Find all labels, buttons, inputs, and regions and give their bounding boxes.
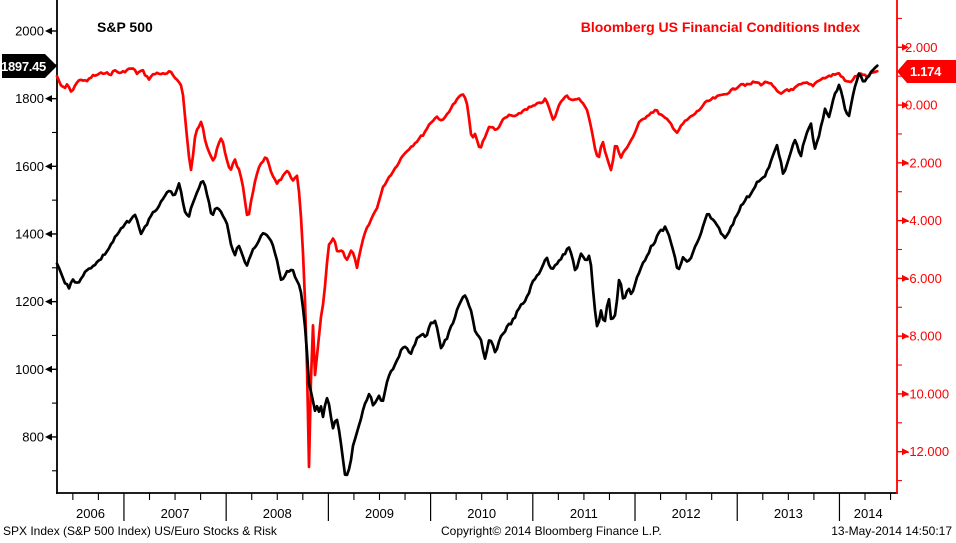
sp500-last-value-badge: 1897.45 xyxy=(2,54,57,78)
left-tick-arrow-icon xyxy=(45,27,52,35)
x-axis-year-label: 2014 xyxy=(854,506,883,521)
sp500-last-value: 1897.45 xyxy=(1,58,46,74)
bfci-line xyxy=(55,67,879,469)
x-axis-year-label: 2008 xyxy=(263,506,292,521)
right-tick-arrow-icon xyxy=(902,101,909,109)
bfci-last-value-badge: 1.174 xyxy=(897,60,956,83)
right-axis-tick-label: 2.000 xyxy=(905,40,938,55)
left-tick-arrow-icon xyxy=(45,162,52,170)
left-axis-tick-label: 800 xyxy=(22,429,44,444)
right-axis-tick-label: -10.000 xyxy=(905,386,949,401)
sp500-line xyxy=(55,64,879,477)
right-axis-tick-label: -12.000 xyxy=(905,444,949,459)
bfci-last-value: 1.174 xyxy=(910,64,942,79)
left-tick-arrow-icon xyxy=(45,95,52,103)
right-axis-tick-label: 0.000 xyxy=(905,98,938,113)
left-tick-arrow-icon xyxy=(45,433,52,441)
footer-copyright: Copyright© 2014 Bloomberg Finance L.P. xyxy=(441,524,662,538)
footer-timestamp: 13-May-2014 14:50:17 xyxy=(831,524,952,538)
right-axis-tick-label: -4.000 xyxy=(905,213,942,228)
x-axis-year-label: 2010 xyxy=(467,506,496,521)
right-axis-tick-label: -2.000 xyxy=(905,155,942,170)
footer-ticker-description: SPX Index (S&P 500 Index) US/Euro Stocks… xyxy=(3,524,277,538)
right-axis-tick-label: -8.000 xyxy=(905,329,942,344)
right-tick-arrow-icon xyxy=(902,390,909,398)
bfci-title: Bloomberg US Financial Conditions Index xyxy=(580,19,860,35)
right-tick-arrow-icon xyxy=(902,448,909,456)
left-tick-arrow-icon xyxy=(45,230,52,238)
x-axis-year-label: 2006 xyxy=(76,506,105,521)
left-axis-tick-label: 1800 xyxy=(15,91,44,106)
left-axis-tick-label: 1000 xyxy=(15,362,44,377)
x-axis-year-label: 2011 xyxy=(570,506,598,521)
left-tick-arrow-icon xyxy=(45,298,52,306)
left-axis-tick-label: 1600 xyxy=(15,159,44,174)
x-axis-year-label: 2012 xyxy=(672,506,701,521)
right-axis-tick-label: -6.000 xyxy=(905,271,942,286)
right-tick-arrow-icon xyxy=(902,332,909,340)
left-axis-tick-label: 1200 xyxy=(15,294,44,309)
left-tick-arrow-icon xyxy=(45,365,52,373)
right-tick-arrow-icon xyxy=(902,274,909,282)
left-axis-tick-label: 2000 xyxy=(15,23,44,38)
right-tick-arrow-icon xyxy=(902,159,909,167)
x-axis-year-label: 2013 xyxy=(774,506,803,521)
x-axis-year-label: 2007 xyxy=(161,506,190,521)
x-axis-year-label: 2009 xyxy=(365,506,394,521)
sp500-title: S&P 500 xyxy=(97,19,153,35)
left-axis-tick-label: 1400 xyxy=(15,226,44,241)
right-tick-arrow-icon xyxy=(902,217,909,225)
right-tick-arrow-icon xyxy=(902,43,909,51)
